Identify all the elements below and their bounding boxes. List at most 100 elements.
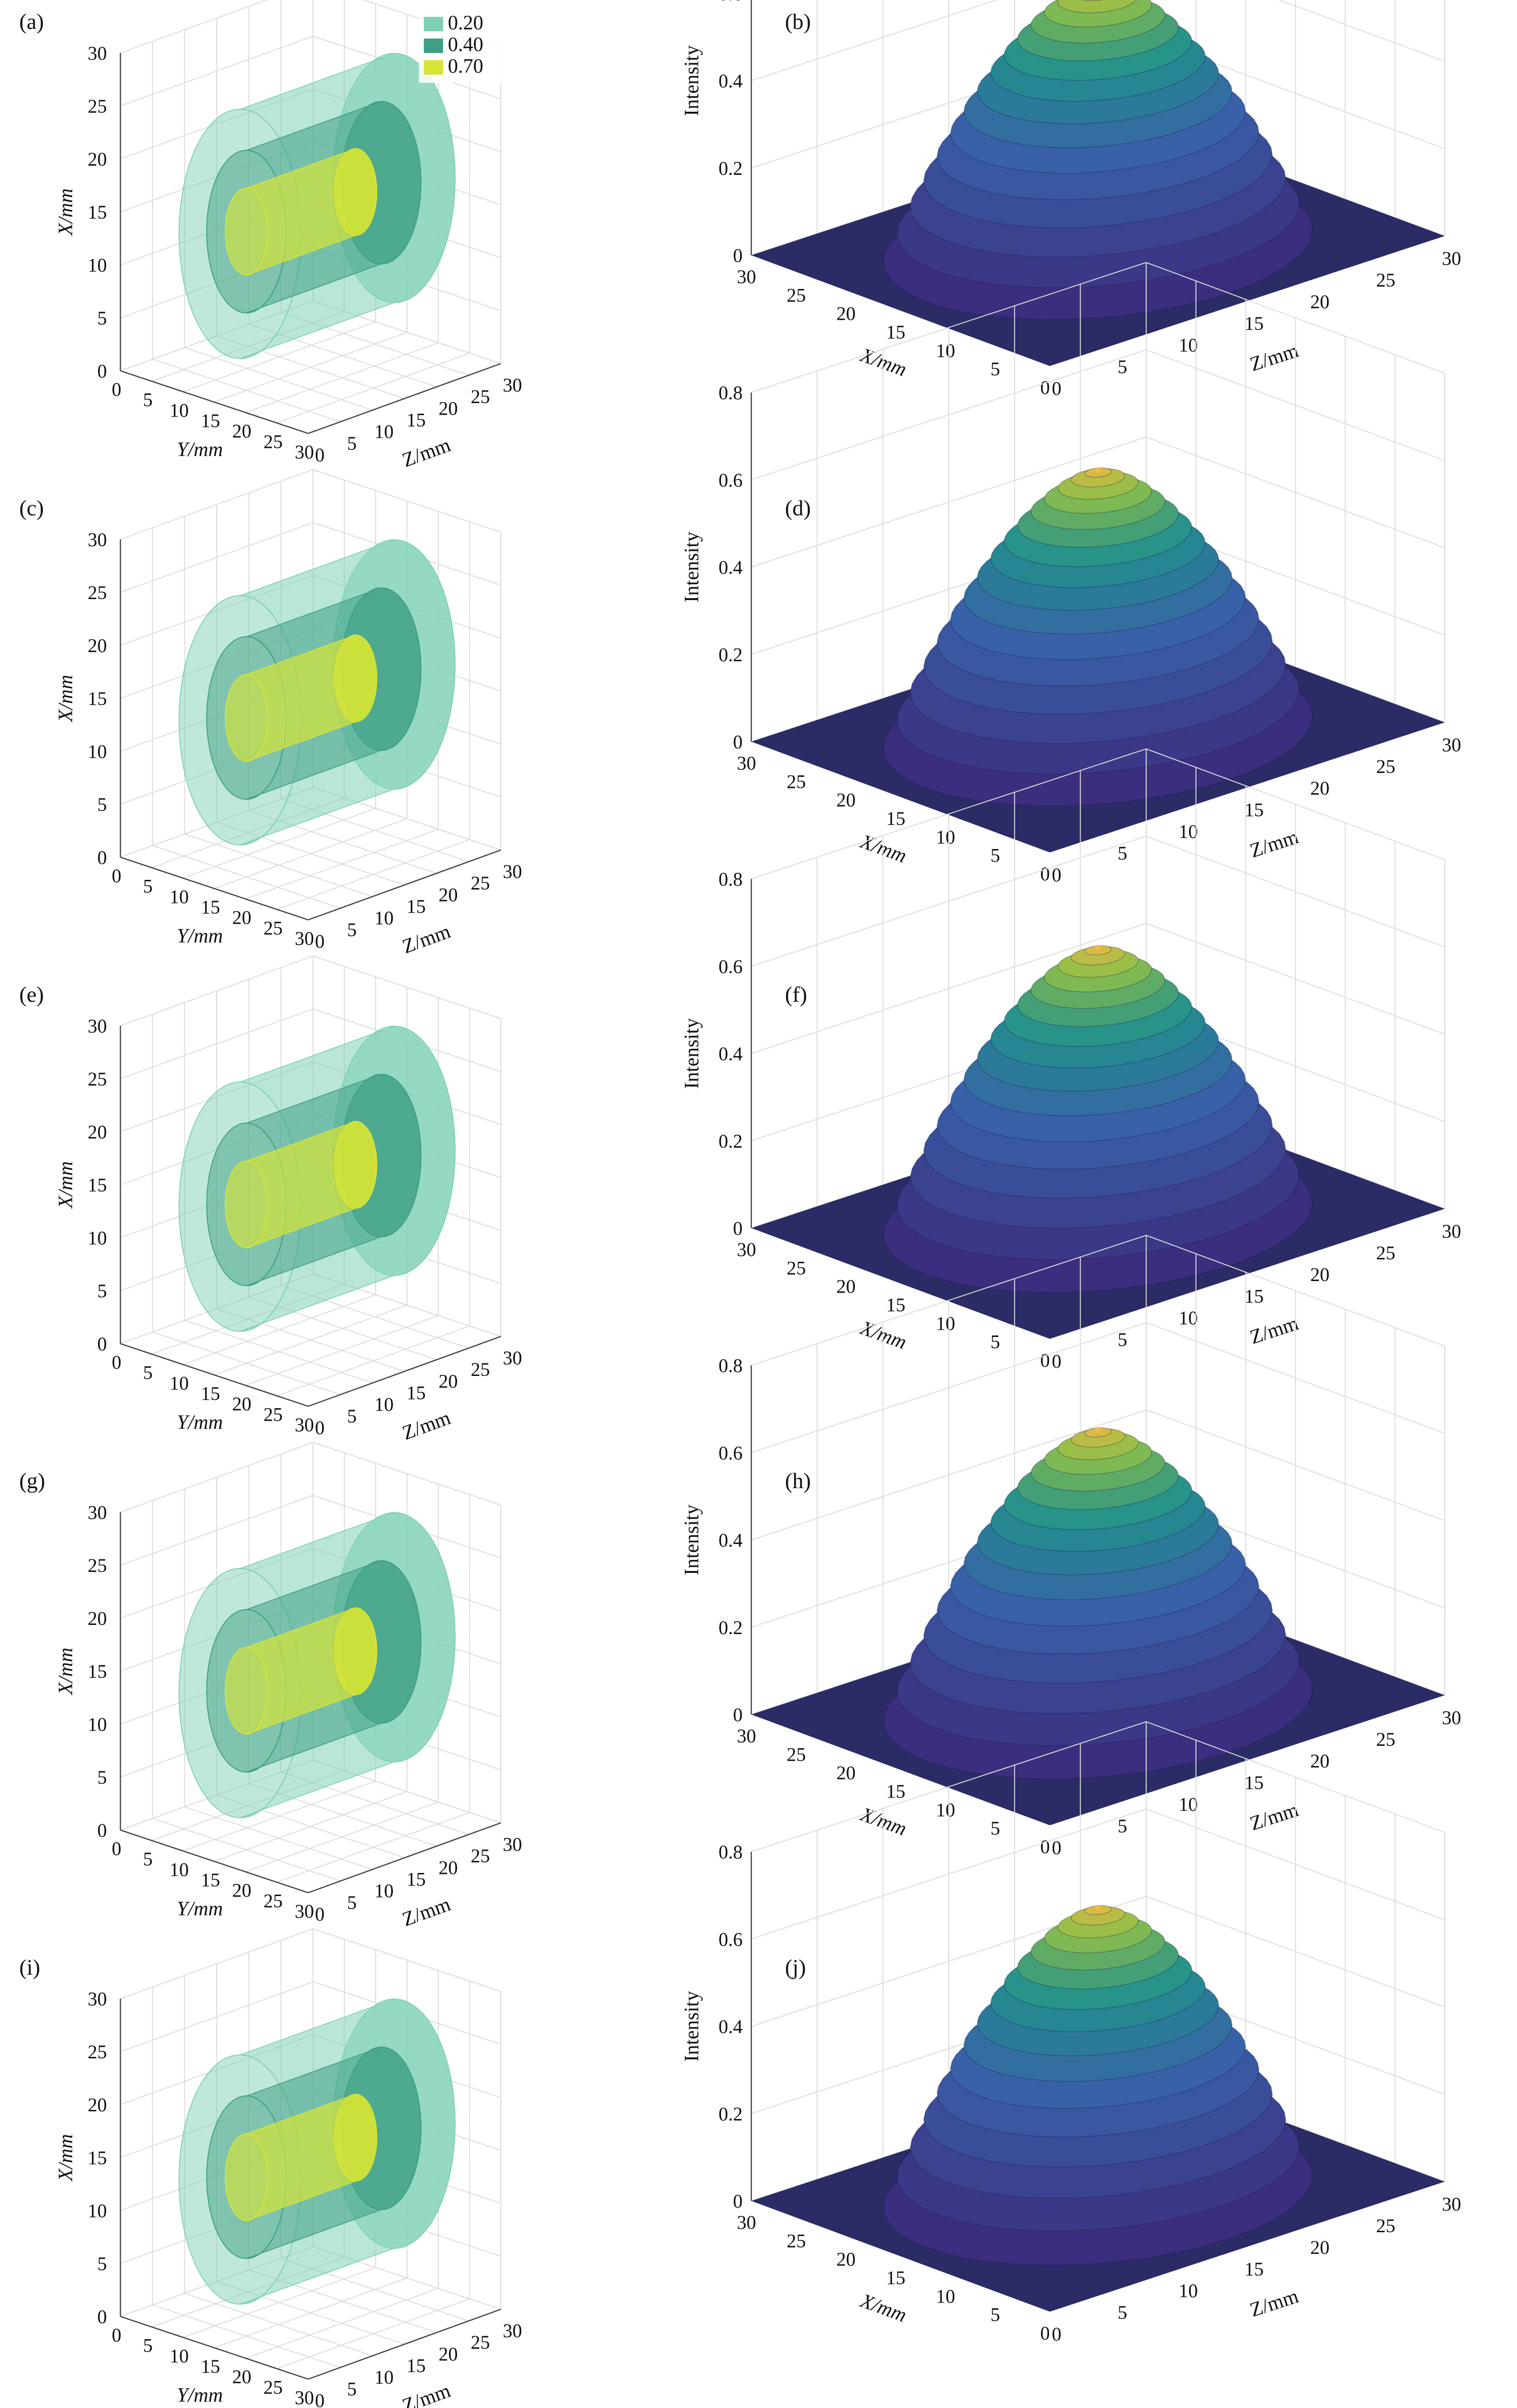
z-tick-label: 25 (1376, 1242, 1395, 1264)
axes (119, 1026, 501, 1407)
x-tick-label: 5 (991, 1818, 1000, 1839)
intensity-tick-label: 0.8 (719, 1355, 743, 1376)
x-tick-label: 5 (347, 1892, 357, 1913)
z-tick-label: 20 (88, 635, 107, 656)
x-tick-label: 0 (1040, 2322, 1050, 2344)
z-tick-label: 30 (1442, 248, 1461, 269)
grid-line (751, 923, 1445, 1054)
x-tick-label: 30 (737, 1239, 756, 1260)
intensity-tick-label: 0 (733, 245, 743, 266)
x-tick-label: 0 (315, 444, 325, 466)
x-tick-label: 15 (886, 1780, 905, 1802)
axis-line (308, 1335, 501, 1407)
z-tick-label: 30 (88, 42, 107, 64)
legend-label: 0.20 (448, 12, 484, 34)
z-tick-label: 15 (88, 1174, 107, 1196)
z-tick-label: 0 (1052, 378, 1061, 399)
panel-label: (f) (785, 982, 807, 1007)
y-tick-label: 5 (143, 1848, 153, 1870)
z-tick-label: 10 (88, 2200, 107, 2222)
y-tick-label: 25 (263, 917, 283, 939)
y-tick-label: 0 (112, 379, 121, 400)
x-axis-title: Z/mm (399, 920, 454, 958)
axis-line (308, 2308, 501, 2380)
grid-line (120, 1928, 314, 1999)
y-tick-label: 10 (170, 1858, 189, 1880)
x-tick-label: 15 (406, 896, 426, 917)
y-axis-title: Y/mm (177, 2384, 223, 2407)
panel-label: (d) (785, 496, 811, 520)
axes (119, 539, 501, 921)
grid-line (751, 748, 1445, 879)
axis-line (120, 1343, 309, 1407)
y-tick-label: 15 (201, 1869, 220, 1891)
x-axis-title: Z/mm (399, 1407, 454, 1444)
surface-contour (1071, 946, 1125, 966)
inner-isosurface (224, 1607, 378, 1735)
x-tick-label: 25 (786, 771, 806, 792)
z-tick-label: 10 (1178, 821, 1198, 842)
z-tick-label: 20 (1310, 1750, 1330, 1772)
y-tick-label: 0 (112, 1838, 121, 1859)
z-tick-label: 25 (88, 95, 107, 117)
y-tick-label: 20 (232, 2366, 251, 2388)
x-tick-label: 25 (786, 2230, 806, 2251)
z-tick-label: 15 (1244, 799, 1264, 821)
grid-line (120, 469, 314, 540)
grid-line (751, 436, 1445, 568)
z-tick-label: 0 (1052, 1350, 1061, 1372)
z-tick-label: 10 (1178, 1307, 1198, 1329)
x-tick-label: 15 (886, 2267, 905, 2289)
surface-peak (1095, 945, 1101, 951)
intensity-tick-label: 0.8 (719, 1841, 743, 1863)
x-tick-label: 15 (406, 2355, 426, 2377)
x-tick-label: 5 (991, 845, 1000, 866)
z-tick-label: 25 (1376, 269, 1395, 291)
z-tick-label: 10 (88, 1714, 107, 1735)
z-tick-label: 15 (88, 1661, 107, 1682)
z-tick-label: 5 (97, 307, 107, 329)
z-tick-label: 0 (97, 2306, 107, 2328)
legend-swatch (424, 60, 443, 75)
x-tick-label: 15 (406, 409, 426, 431)
x-tick-label: 25 (786, 284, 806, 306)
z-axis-title: X/mm (55, 675, 77, 723)
x-tick-label: 15 (886, 1294, 905, 1316)
z-axis-title: X/mm (55, 2134, 77, 2182)
intensity-tick-label: 0.8 (719, 868, 743, 890)
inner-isosurface-front-cap (224, 2133, 268, 2221)
x-tick-label: 20 (439, 397, 458, 419)
y-tick-label: 5 (143, 1362, 153, 1384)
x-tick-label: 30 (737, 266, 756, 288)
z-tick-label: 30 (88, 1988, 107, 2010)
z-tick-label: 5 (1118, 2302, 1127, 2323)
z-axis-title: Z/mm (1247, 1312, 1301, 1349)
x-tick-label: 5 (991, 358, 1000, 380)
y-tick-label: 25 (263, 2376, 283, 2398)
x-tick-label: 20 (837, 2249, 856, 2270)
intensity-tick-label: 0.4 (719, 1530, 743, 1551)
panel-label: (j) (785, 1955, 806, 1979)
panel-label: (h) (785, 1468, 811, 1493)
z-tick-label: 25 (1376, 1728, 1395, 1750)
y-tick-label: 0 (112, 2324, 121, 2346)
z-tick-label: 30 (1442, 1707, 1461, 1728)
x-tick-label: 30 (737, 1725, 756, 1747)
surface-peak (1095, 1904, 1101, 1911)
y-tick-label: 30 (295, 928, 314, 949)
x-tick-label: 25 (471, 386, 490, 407)
intensity-tick-label: 0.6 (719, 955, 743, 977)
z-tick-label: 5 (1118, 842, 1127, 864)
z-tick-label: 20 (88, 1121, 107, 1143)
z-tick-label: 0 (1052, 1837, 1061, 1858)
grid-line (751, 1234, 1445, 1366)
grid-line (751, 1721, 1445, 1852)
x-tick-label: 25 (471, 2331, 490, 2353)
z-tick-label: 30 (1442, 734, 1461, 756)
z-tick-label: 30 (88, 1015, 107, 1037)
